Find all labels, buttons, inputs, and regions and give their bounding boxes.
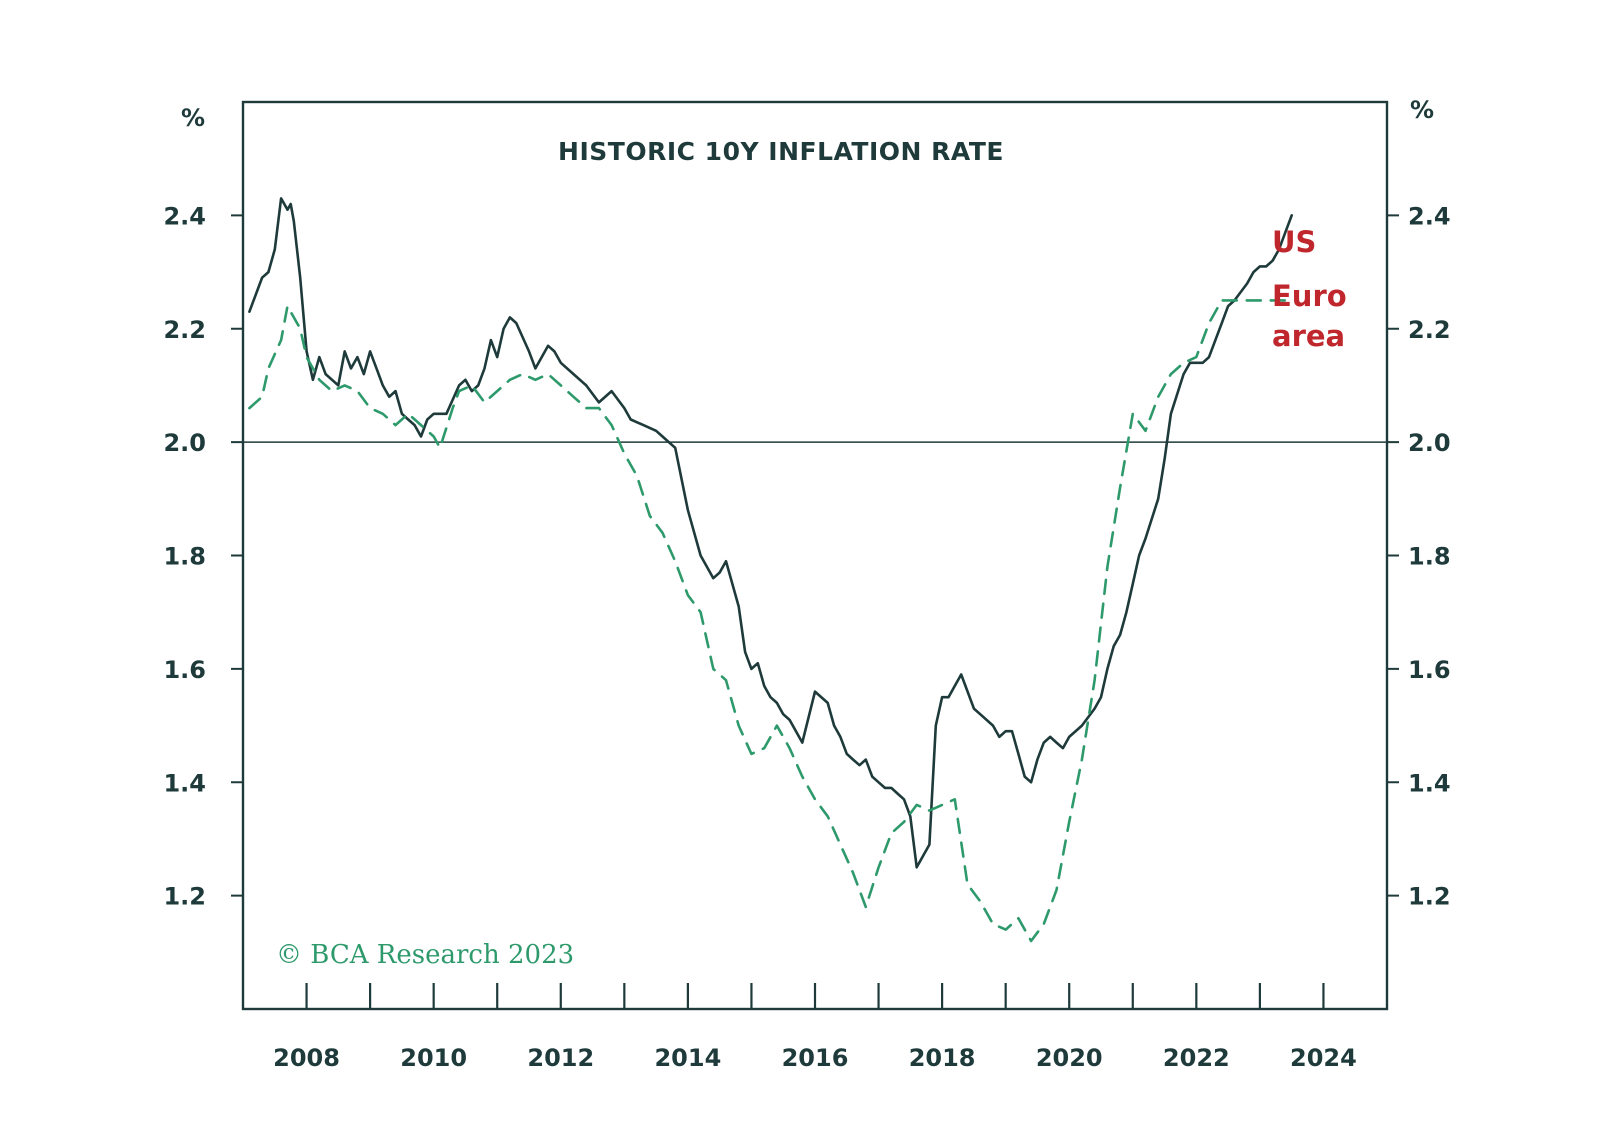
y-tick-label-right: 1.8 <box>1408 543 1451 571</box>
y-tick-label-right: 2.0 <box>1408 429 1451 457</box>
right-unit-label: % <box>1410 96 1434 124</box>
series-line-us <box>248 197 1293 869</box>
y-tick-label-left: 1.6 <box>163 656 206 684</box>
legend-euro-line2: area <box>1272 319 1345 353</box>
legend-euro-line1: Euro <box>1272 279 1347 313</box>
left-unit-label: % <box>181 104 205 132</box>
x-tick-label-2022: 2022 <box>1163 1044 1230 1072</box>
x-tick-label-2020: 2020 <box>1036 1044 1103 1072</box>
y-tick-label-right: 1.6 <box>1408 656 1451 684</box>
x-tick-label-2018: 2018 <box>909 1044 976 1072</box>
x-tick-label-2008: 2008 <box>273 1044 340 1072</box>
x-tick-label-2014: 2014 <box>654 1044 721 1072</box>
y-tick-label-right: 2.2 <box>1408 316 1451 344</box>
chart-title: HISTORIC 10Y INFLATION RATE <box>558 137 1004 166</box>
y-tick-label-left: 2.2 <box>163 316 206 344</box>
x-tick-label-2024: 2024 <box>1290 1044 1357 1072</box>
y-tick-label-left: 2.4 <box>163 202 206 230</box>
y-tick-label-right: 1.2 <box>1408 883 1451 911</box>
y-tick-label-left: 1.8 <box>163 543 206 571</box>
credit-text: © BCA Research 2023 <box>276 940 574 970</box>
x-tick-label-2016: 2016 <box>782 1044 849 1072</box>
y-tick-label-right: 1.4 <box>1408 769 1451 797</box>
x-tick-label-2012: 2012 <box>527 1044 594 1072</box>
y-tick-label-left: 1.4 <box>163 769 206 797</box>
y-tick-label-left: 1.2 <box>163 883 206 911</box>
x-tick-label-2010: 2010 <box>400 1044 467 1072</box>
legend: US Euro area <box>1272 225 1347 353</box>
legend-us: US <box>1272 225 1316 259</box>
y-tick-label-right: 2.4 <box>1408 202 1451 230</box>
y-tick-label-left: 2.0 <box>163 429 206 457</box>
